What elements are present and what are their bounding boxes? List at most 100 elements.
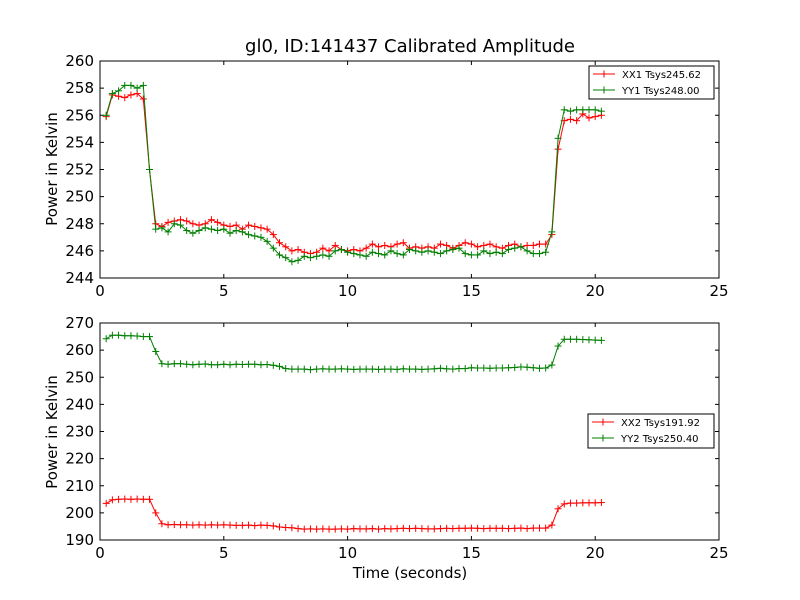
top-data-point [399,239,407,247]
top-data-point [158,224,166,232]
bottom-data-point [467,524,475,532]
bottom-data-point [511,524,519,532]
top-data-point [127,81,135,89]
bottom-data-point [238,521,246,529]
top-legend-marker [600,70,608,78]
top-data-point [251,222,259,230]
bottom-data-point [511,363,519,371]
bottom-data-point [529,364,537,372]
bottom-data-point [498,364,506,372]
bottom-data-point [474,524,482,532]
top-data-point [406,246,413,254]
bottom-data-point [436,364,444,372]
top-data-point [498,250,506,258]
bottom-data-point [585,499,593,507]
top-data-point [176,221,184,229]
top-data-point [579,106,587,114]
top-data-point [467,251,475,259]
bottom-data-point [164,521,172,529]
bottom-data-point [245,521,253,529]
bottom-data-point [115,331,123,339]
top-legend: XX1 Tsys245.62 YY1 Tsys248.00 [588,65,715,100]
top-data-point [554,145,562,153]
top-data-point [436,240,444,248]
top-data-point [455,244,463,252]
bottom-legend-box [587,413,715,449]
bottom-data-point [115,495,123,503]
top-data-point [139,81,147,89]
bottom-data-point [170,360,178,368]
bottom-data-point [245,360,253,368]
bottom-data-point [480,364,488,372]
bottom-data-point [591,499,599,507]
top-data-point [152,225,160,233]
top-data-point [319,244,327,252]
bottom-data-point [306,366,314,374]
bottom-y-tick-label: 250 [65,368,94,386]
bottom-data-point [585,336,593,344]
top-data-point [251,232,259,240]
bottom-legend-label-xx2: XX2 Tsys191.92 [621,418,700,429]
top-data-point [412,247,420,255]
bottom-x-tick-label: 20 [586,544,605,562]
bottom-data-point [313,525,321,533]
bottom-data-point [492,364,500,372]
top-data-point [573,117,581,125]
top-data-point [461,239,469,247]
bottom-data-point [183,360,191,368]
top-data-point [189,220,197,228]
top-data-point [294,256,302,264]
top-data-point [591,106,599,114]
bottom-data-point [523,363,531,371]
bottom-legend-marker [599,418,607,426]
top-data-point [585,106,593,114]
top-panel: gl0, ID:141437 Calibrated Amplitude Powe… [43,36,729,300]
bottom-data-point [387,365,395,373]
bottom-data-point [306,525,314,533]
bottom-data-point [542,364,550,372]
bottom-data-point [164,360,172,368]
bottom-data-point [226,361,234,369]
top-data-point [207,216,215,224]
bottom-data-point [523,525,531,533]
top-data-point [474,243,482,251]
bottom-data-point [127,495,135,503]
bottom-data-point [412,365,420,373]
bottom-data-point [381,525,389,533]
bottom-data-point [424,525,432,533]
bottom-legend-label-yy2: YY2 Tsys250.40 [620,434,699,445]
top-data-point [195,227,203,235]
bottom-data-point [152,347,160,355]
top-data-point [207,225,215,233]
bottom-tick-layer: 0 5 10 15 20 25 190 200 210 220 230 240 250 260 270 [65,314,728,562]
bottom-data-point [313,365,321,373]
top-data-point [127,91,135,99]
bottom-data-point [387,525,395,533]
top-data-point [399,251,407,259]
bottom-data-point [474,364,482,372]
bottom-data-point [183,521,191,529]
top-data-point [486,250,494,258]
top-data-point [115,87,123,95]
top-data-point [139,95,147,103]
top-data-point [350,250,358,258]
top-axes-frame [99,60,720,279]
bottom-data-point [207,361,215,369]
top-data-point [554,134,562,142]
bottom-data-point [257,521,265,529]
top-data-point [467,240,475,248]
bottom-data-point [251,360,259,368]
top-data-point [356,251,364,259]
bottom-data-point [381,365,389,373]
bottom-data-point [443,524,451,532]
bottom-data-point [108,496,116,504]
top-data-point [331,247,339,255]
bottom-data-point [449,365,457,373]
bottom-data-point [294,365,302,373]
bottom-y-tick-label: 240 [65,395,94,413]
bottom-data-point [189,521,197,529]
bottom-data-point [121,495,129,503]
top-data-point [288,247,296,255]
bottom-data-point [201,521,209,529]
